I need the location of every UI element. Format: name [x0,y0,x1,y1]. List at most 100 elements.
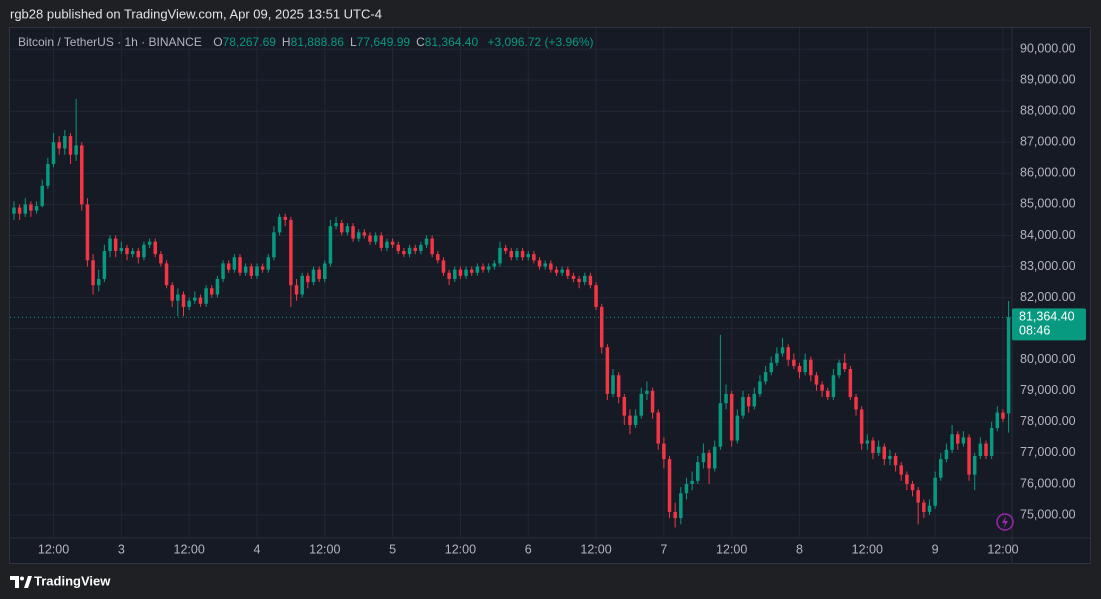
candle-body [226,263,231,270]
candle-body [424,238,429,245]
candle-body [910,483,915,491]
candle-body [803,359,807,373]
candle-body [419,244,423,252]
candle-body [351,226,355,239]
candle-body [249,266,254,276]
candle-body [588,275,593,286]
candle-body [453,269,457,279]
candle-body [645,390,649,394]
x-tick-label: 8 [796,542,803,556]
candle-body [650,390,655,413]
y-tick-label: 82,000.00 [1020,290,1076,304]
grid [10,28,1012,538]
candle-body [136,251,141,258]
candle-body [916,490,920,503]
candle-body [125,247,129,255]
x-tick-label: 4 [253,542,260,556]
candle-body [96,278,101,286]
candle-body [260,266,265,270]
x-tick-label: 12:00 [580,542,611,556]
candle-body [566,269,570,276]
y-tick-label: 78,000.00 [1020,414,1076,428]
candle-body [23,204,28,214]
candle-body [978,443,983,457]
candle-body [356,232,361,239]
brand: TradingView [34,573,111,588]
candle-body [741,396,745,416]
candle-body [498,247,502,264]
candle-body [80,145,84,205]
candle-body [712,446,717,469]
candle-body [955,434,960,444]
axes: 75,000.00 76,000.00 77,000.00 78,000.00 79,0… [38,41,1086,556]
candle-body [560,269,564,273]
candle-body [922,502,926,512]
candle-body [102,251,107,279]
candle-body [616,375,621,397]
candle-body [396,244,401,252]
candle-body [68,136,73,155]
x-tick-label: 9 [932,542,939,556]
candle-body [972,456,977,475]
candle-body [554,269,559,273]
candle-body [29,204,33,211]
candle-body [464,269,468,276]
candle-body [532,254,536,261]
y-tick-label: 85,000.00 [1020,197,1076,211]
candle-body [905,474,909,484]
y-tick-label: 77,000.00 [1020,445,1076,459]
candle-body [210,288,214,295]
candle-body [475,266,480,273]
x-tick-label: 12:00 [852,542,883,556]
candle-body [662,443,666,460]
candle-body [46,164,50,186]
candle-body [238,257,242,273]
candle-body [594,285,598,307]
ohlc-key: O [213,35,222,49]
candle-body [119,247,124,252]
y-tick-label: 86,000.00 [1020,166,1076,180]
candle-body [108,238,112,252]
candle-body [577,278,581,283]
ohlc-value: 81,364.40 [425,35,479,49]
candle-body [984,443,988,457]
last-price-box [1012,308,1086,341]
candle-body [633,415,638,425]
candle-body [786,347,790,360]
candle-body [57,142,61,149]
candle-body [893,456,898,466]
candle-body [334,223,338,227]
candle-body [582,275,587,283]
ohlc-key: C [416,35,425,49]
candle-body [339,223,344,233]
candle-body [130,251,135,255]
x-tick-label: 6 [525,542,532,556]
candle-body [153,241,157,255]
candle-body [469,269,474,273]
legend: Bitcoin / TetherUS · 1h · BINANCE O78,26… [18,35,594,49]
ohlc-value: 81,888.86 [291,35,345,49]
candle-body [622,396,627,416]
candle-body [193,297,197,301]
candles [10,98,1012,528]
candle-body [758,381,762,394]
candle-body [605,347,610,394]
change: +3,096.72 (+3.96%) [487,35,593,49]
candle-body [729,393,734,441]
candle-body [204,288,208,304]
x-tick-label: 12:00 [38,542,69,556]
candle-body [989,428,994,457]
candle-body [407,247,412,255]
candle-body [266,257,271,270]
candle-body [780,347,785,354]
candle-body [12,207,16,214]
candle-body [520,251,525,258]
candle-body [17,207,22,214]
x-tick-label: 12:00 [309,542,340,556]
ohlc-values: O78,267.69 H81,888.86 L77,649.99 C81,364.40 [213,35,478,49]
candle-body [792,359,796,366]
ohlc-key: H [282,35,291,49]
last-price-label: 81,364.40 [1019,310,1075,324]
candle-body [882,446,887,460]
